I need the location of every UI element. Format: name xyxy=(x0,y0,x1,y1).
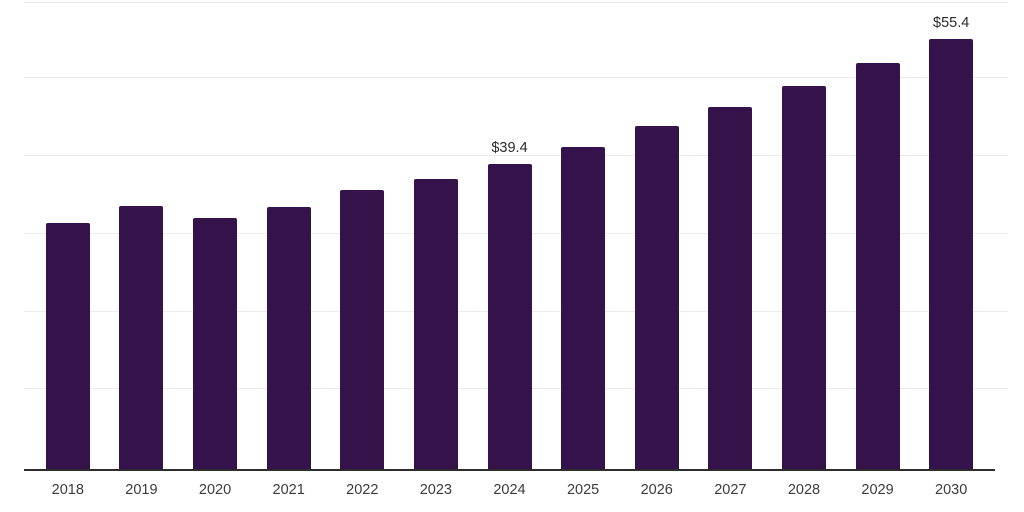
x-tick-2023: 2023 xyxy=(419,482,452,498)
bar-2024[interactable] xyxy=(487,164,532,470)
bar-2022[interactable] xyxy=(340,190,385,470)
x-tick-2019: 2019 xyxy=(125,482,158,498)
x-tick-2029: 2029 xyxy=(861,482,894,498)
x-tick-2025: 2025 xyxy=(566,482,600,498)
bar-2019[interactable] xyxy=(119,206,164,470)
bar-2025[interactable] xyxy=(561,147,606,470)
bar-2020[interactable] xyxy=(193,218,238,470)
x-tick-2026: 2026 xyxy=(640,482,673,498)
bar-2027[interactable] xyxy=(708,107,753,470)
x-tick-2021: 2021 xyxy=(272,482,305,498)
x-axis-tick-labels: 2018 2019 2020 2021 2022 2023 2024 2025 2026 2027… xyxy=(0,482,1024,506)
bar-value-label-2030: $55.4 xyxy=(933,15,970,31)
bar-2018[interactable] xyxy=(45,223,90,470)
x-tick-2022: 2022 xyxy=(346,482,379,498)
x-tick-2024: 2024 xyxy=(493,482,526,498)
x-tick-2030: 2030 xyxy=(935,482,968,498)
x-axis-line xyxy=(24,469,995,471)
bar-2023[interactable] xyxy=(413,179,458,470)
bar-value-label-2024: $39.4 xyxy=(491,140,528,156)
x-tick-2020: 2020 xyxy=(198,482,232,498)
bar-2026[interactable] xyxy=(634,126,679,470)
bar-2030[interactable] xyxy=(929,39,974,470)
bar-2028[interactable] xyxy=(781,86,826,470)
bar-2029[interactable] xyxy=(855,63,900,470)
bar-2021[interactable] xyxy=(266,207,311,470)
x-tick-2018: 2018 xyxy=(51,482,84,498)
x-tick-2027: 2027 xyxy=(714,482,747,498)
x-tick-2028: 2028 xyxy=(787,482,821,498)
